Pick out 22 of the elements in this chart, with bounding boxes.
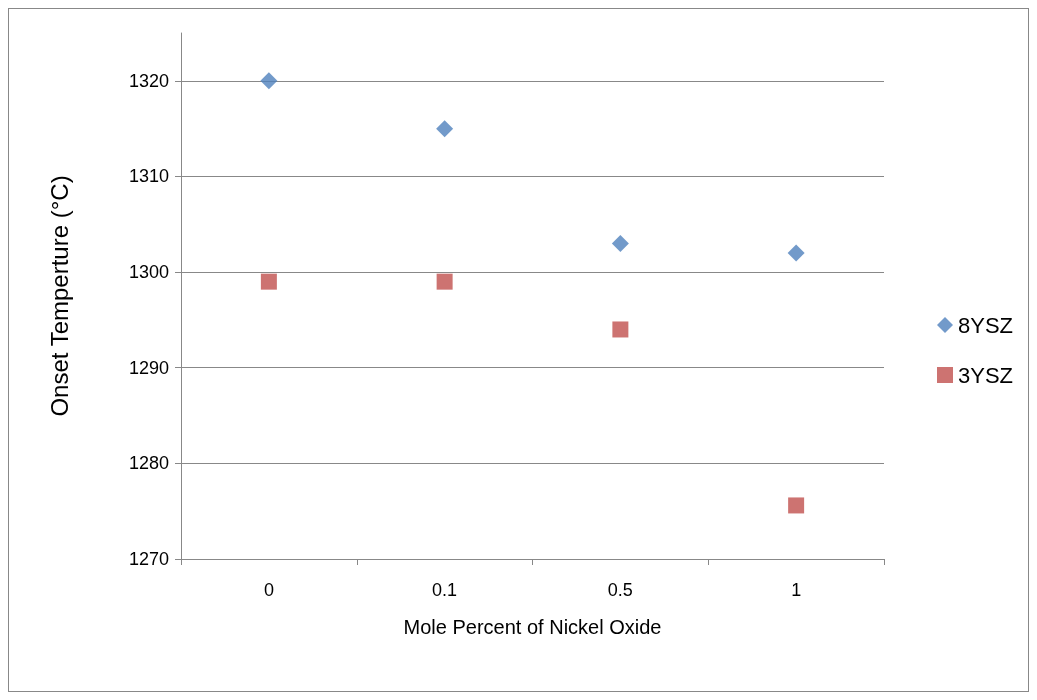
x-tick-label: 0 xyxy=(263,580,274,600)
point xyxy=(260,273,277,290)
x-tick-label: 0.1 xyxy=(432,580,458,600)
point xyxy=(260,72,278,90)
legend-label: 8YSZ xyxy=(957,312,1014,338)
point xyxy=(787,244,805,262)
x-tick-label: 0.5 xyxy=(607,580,633,600)
y-tick-label: 1300 xyxy=(128,262,169,283)
x-tick-label: 1 xyxy=(791,580,802,600)
point xyxy=(788,497,805,514)
legend-label: 3YSZ xyxy=(957,362,1014,388)
y-tick-label: 1280 xyxy=(128,453,169,474)
point xyxy=(611,234,629,252)
point xyxy=(436,273,453,290)
x-axis-title: Mole Percent of Nickel Oxide xyxy=(403,616,662,638)
y-axis-title: Onset Temperture (°C) xyxy=(45,175,73,417)
point xyxy=(436,120,454,138)
y-tick-label: 1310 xyxy=(128,166,169,187)
y-tick-label: 1270 xyxy=(128,549,169,569)
y-tick-label: 1290 xyxy=(128,357,169,378)
point xyxy=(612,321,629,338)
y-tick-label: 1320 xyxy=(128,70,169,91)
